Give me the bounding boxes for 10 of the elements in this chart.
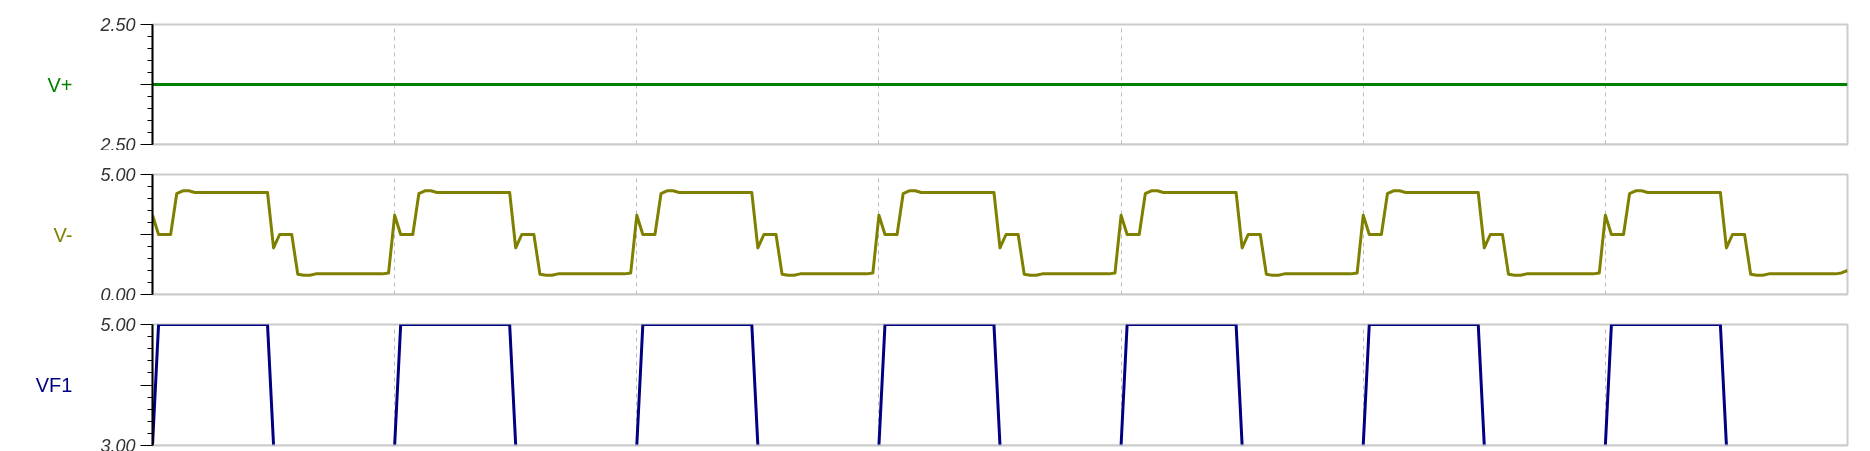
y-axis-title: VF1 — [35, 374, 73, 396]
y-axis-title: V+ — [47, 73, 73, 96]
y-tick-label: 0.00 — [100, 284, 136, 305]
y-axis-title: V- — [53, 223, 73, 246]
y-tick-label: 2.50 — [99, 134, 136, 155]
y-tick-label: 5.00 — [100, 315, 136, 335]
line-series — [152, 189, 1848, 277]
y-tick-label: 5.00 — [100, 165, 136, 185]
y-tick-label: 2.50 — [99, 15, 136, 35]
y-tick-label: 3.00 — [100, 435, 136, 451]
